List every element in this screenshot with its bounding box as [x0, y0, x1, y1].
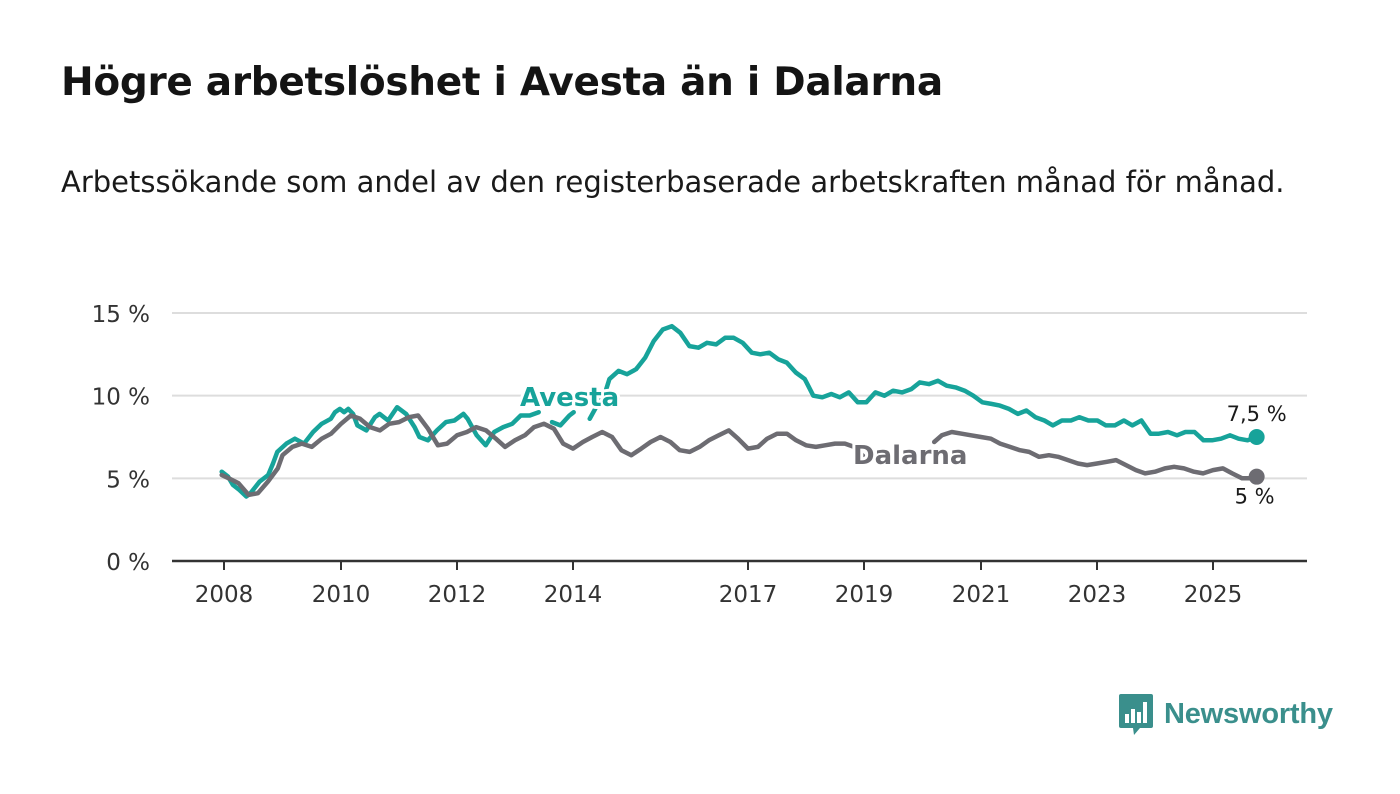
series-line-avesta — [219, 404, 541, 499]
series-line-dalarna — [219, 413, 893, 498]
series-line-avesta — [549, 409, 576, 428]
series-label-dalarna: Dalarna — [853, 441, 967, 471]
end-point-avesta — [1248, 429, 1265, 445]
x-tick-label: 2023 — [1068, 582, 1127, 608]
gridlines — [172, 312, 1307, 480]
series-lines — [219, 323, 1259, 499]
newsworthy-logo[interactable]: Newsworthy — [1118, 690, 1333, 738]
brand-name: Newsworthy — [1164, 697, 1333, 730]
x-tick-label: 2017 — [719, 582, 778, 608]
x-tick-label: 2010 — [312, 582, 371, 608]
x-tick-label: 2014 — [544, 582, 603, 608]
x-tick-label: 2019 — [835, 582, 894, 608]
y-tick-label: 0 % — [106, 550, 150, 576]
x-tick-label: 2008 — [195, 582, 254, 608]
y-tick-label: 15 % — [92, 302, 150, 328]
chart-subtitle: Arbetssökande som andel av den registerb… — [61, 165, 1285, 199]
chart-title: Högre arbetslöshet i Avesta än i Dalarna — [61, 60, 943, 105]
y-tick-label: 5 % — [106, 467, 150, 493]
x-tick-label: 2021 — [952, 582, 1011, 608]
end-value-label-avesta: 7,5 % — [1227, 402, 1287, 426]
newsworthy-logo-icon — [1119, 694, 1153, 735]
y-tick-label: 10 % — [92, 385, 150, 411]
y-axis-ticks: 0 % 5 % 10 % 15 % — [92, 302, 150, 576]
series-label-avesta: Avesta — [520, 383, 619, 413]
x-axis-ticks: 2008 2010 2012 2014 2017 2019 2021 2023 2025 — [195, 561, 1243, 608]
x-tick-label: 2012 — [428, 582, 487, 608]
end-point-dalarna — [1248, 468, 1265, 485]
end-value-label-dalarna: 5 % — [1235, 485, 1275, 509]
x-tick-label: 2025 — [1184, 582, 1243, 608]
series-line-dalarna — [931, 429, 1259, 481]
series-line-avesta — [587, 323, 1259, 443]
